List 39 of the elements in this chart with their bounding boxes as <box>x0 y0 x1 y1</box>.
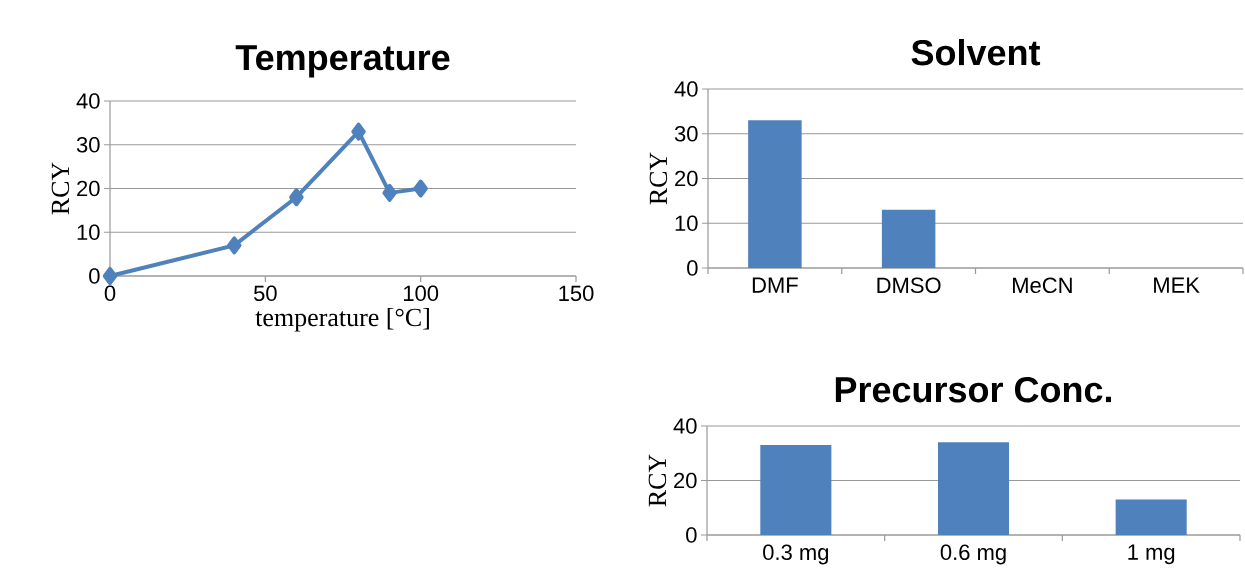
y-axis-title: RCY <box>649 152 668 205</box>
x-tick-label: 50 <box>253 285 277 302</box>
bar <box>937 442 1010 535</box>
y-tick-label: 40 <box>674 81 698 97</box>
x-tick-label: 0.6 mg <box>940 544 1006 565</box>
point <box>289 188 304 207</box>
y-tick-label: 20 <box>77 180 100 197</box>
point <box>227 236 242 255</box>
point <box>413 179 428 198</box>
x-tick-label: 150 <box>559 285 594 302</box>
chart-title: Solvent <box>911 39 1041 66</box>
y-axis-title: RCY <box>648 454 667 507</box>
x-tick-label: 0.3 mg <box>763 544 829 565</box>
y-axis-title: RCY <box>51 162 70 215</box>
point <box>351 122 366 141</box>
y-tick-label: 20 <box>675 170 698 187</box>
y-tick-label: 40 <box>76 93 100 109</box>
y-tick-label: 10 <box>77 224 100 241</box>
x-tick-label: 100 <box>404 285 439 302</box>
x-tick-label: MEK <box>1154 277 1200 293</box>
y-tick-label: 0 <box>687 260 698 276</box>
y-tick-label: 30 <box>76 136 100 153</box>
bar <box>760 445 832 535</box>
x-tick-label: 1 mg <box>1128 544 1175 565</box>
x-axis-title: temperature [°C] <box>255 307 429 332</box>
y-tick-label: 30 <box>674 125 698 142</box>
chart-title: Precursor Conc. <box>835 376 1112 403</box>
x-tick-label: 0 <box>104 285 116 302</box>
y-tick-label: 20 <box>674 472 697 489</box>
y-tick-label: 0 <box>686 527 697 543</box>
point <box>382 183 397 202</box>
x-tick-label: DMSO <box>877 277 941 294</box>
x-tick-label: MeCN <box>1013 277 1072 294</box>
x-tick-label: DMF <box>752 277 798 293</box>
point <box>102 266 118 285</box>
chart-title: Temperature <box>235 45 450 78</box>
y-tick-label: 10 <box>675 215 698 232</box>
bar <box>1115 499 1187 535</box>
y-tick-label: 40 <box>673 418 697 434</box>
